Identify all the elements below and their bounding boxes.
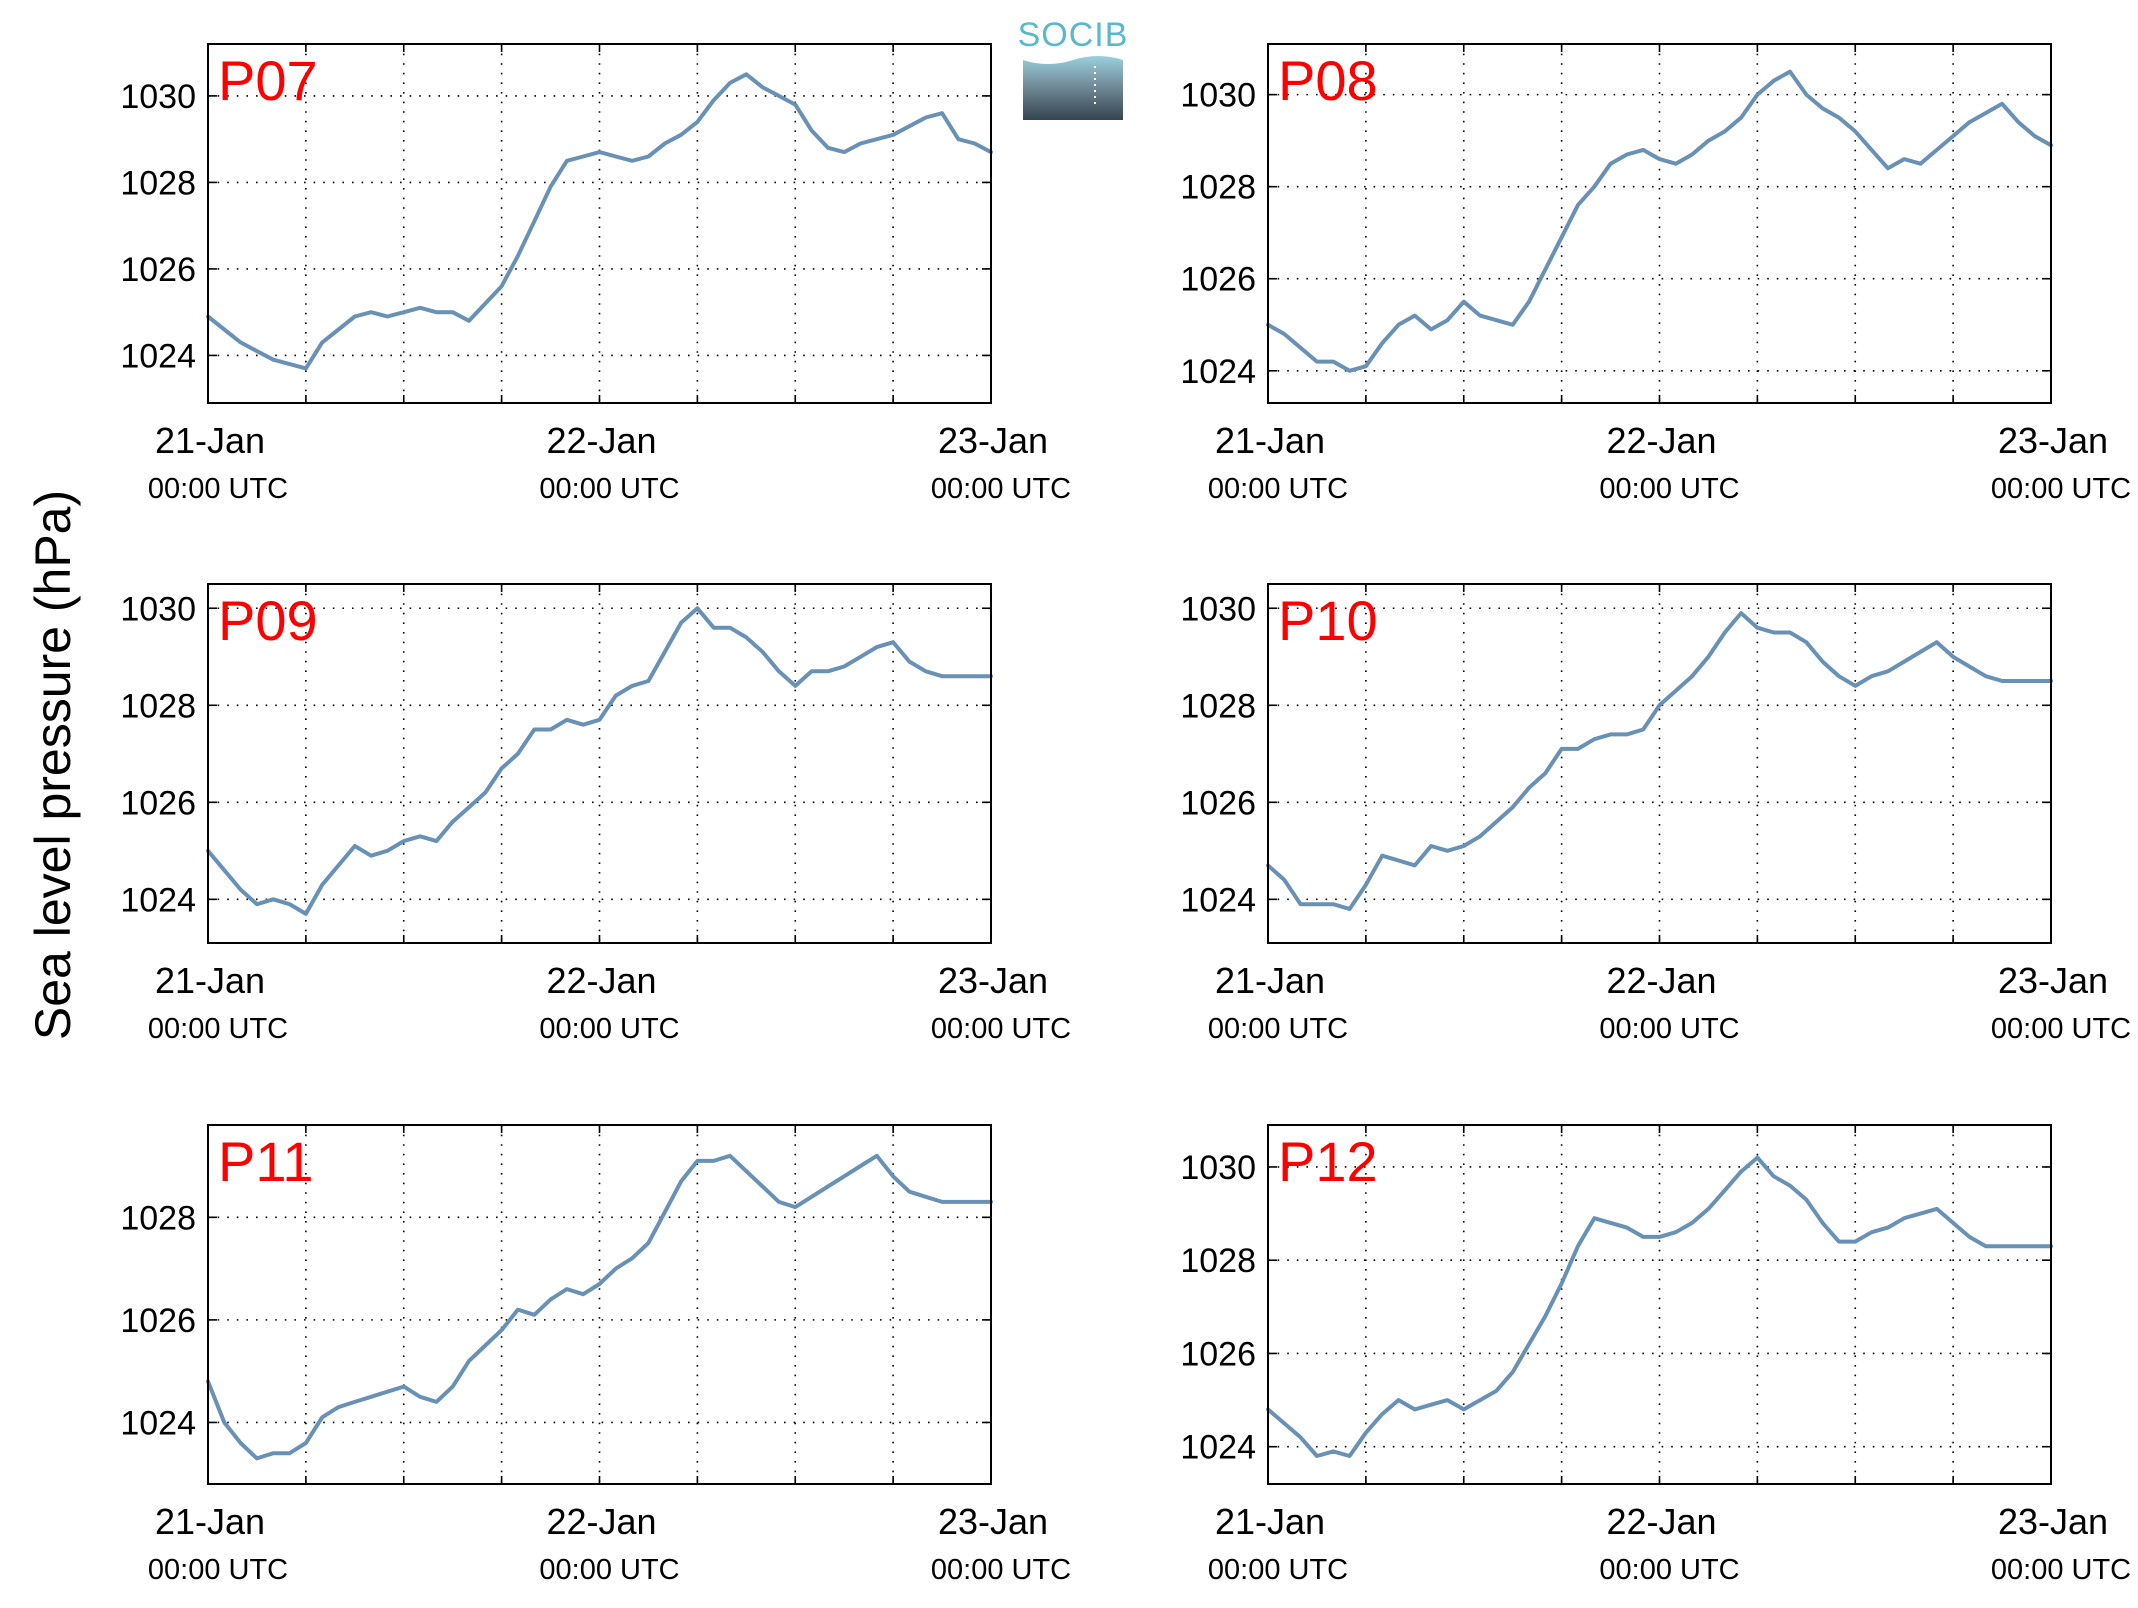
y-tick-label: 1024 [120, 337, 196, 375]
axes-frame [207, 43, 992, 404]
x-tick-date-label: 23-Jan [1998, 420, 2108, 461]
y-tick-label: 1024 [1180, 353, 1256, 391]
x-tick-date-label: 22-Jan [546, 1501, 656, 1542]
chart-panel-P10: 1024 1026 1028 1030 P10 21-Jan 00:00 UTC 22-Jan… [1180, 583, 2131, 1045]
x-tick-time-label: 00:00 UTC [148, 473, 288, 505]
x-tick-time-label: 00:00 UTC [539, 1554, 679, 1586]
x-tick-time-label: 00:00 UTC [148, 1013, 288, 1045]
x-tick-date-label: 22-Jan [1606, 1501, 1716, 1542]
x-tick-date-label: 22-Jan [1606, 960, 1716, 1001]
x-tick-time-label: 00:00 UTC [931, 1013, 1071, 1045]
axes-frame [207, 1124, 992, 1485]
panel-label: P11 [218, 1130, 313, 1193]
panel-label: P07 [218, 49, 318, 112]
series-line-P08 [1266, 69, 2053, 373]
x-tick-date-label: 21-Jan [1215, 960, 1325, 1001]
x-tick-date-label: 23-Jan [938, 960, 1048, 1001]
plot-area [1268, 44, 2051, 403]
socib-logo-text: SOCIB [1018, 16, 1129, 54]
plot-area [1268, 1125, 2051, 1484]
x-tick-time-label: 00:00 UTC [1991, 473, 2131, 505]
y-tick-label: 1028 [120, 164, 196, 202]
series-line-P11 [206, 1153, 993, 1461]
x-tick-date-label: 21-Jan [155, 960, 265, 1001]
x-tick-time-label: 00:00 UTC [931, 473, 1071, 505]
y-tick-label: 1028 [120, 1199, 196, 1237]
panel-label: P08 [1278, 49, 1378, 112]
socib-logo: SOCIB [1018, 16, 1129, 120]
panel-label: P09 [218, 589, 318, 652]
y-tick-label: 1028 [1180, 1242, 1256, 1280]
x-tick-time-label: 00:00 UTC [1208, 1013, 1348, 1045]
y-tick-label: 1024 [120, 881, 196, 919]
plot-area [208, 584, 991, 943]
x-tick-time-label: 00:00 UTC [148, 1554, 288, 1586]
plot-area [208, 44, 991, 403]
y-tick-label: 1024 [1180, 881, 1256, 919]
x-tick-time-label: 00:00 UTC [1599, 1554, 1739, 1586]
y-tick-label: 1026 [120, 251, 196, 289]
y-tick-label: 1026 [1180, 261, 1256, 299]
x-tick-date-label: 23-Jan [1998, 1501, 2108, 1542]
series-line-P09 [206, 606, 993, 916]
y-tick-label: 1026 [1180, 784, 1256, 822]
chart-panel-P07: 1024 1026 1028 1030 P07 21-Jan 00:00 UTC 22-Jan… [120, 43, 1071, 505]
y-tick-label: 1026 [120, 1302, 196, 1340]
x-tick-date-label: 21-Jan [1215, 1501, 1325, 1542]
series-line-P10 [1266, 611, 2053, 911]
chart-panel-P08: 1024 1026 1028 1030 P08 21-Jan 00:00 UTC 22-Jan… [1180, 43, 2131, 505]
plot-area [208, 1125, 991, 1484]
y-tick-label: 1028 [120, 687, 196, 725]
x-tick-time-label: 00:00 UTC [1599, 473, 1739, 505]
plot-area [1268, 584, 2051, 943]
axes-frame [207, 583, 992, 944]
logo-wave-block [1023, 56, 1123, 120]
x-tick-time-label: 00:00 UTC [539, 473, 679, 505]
x-tick-time-label: 00:00 UTC [1208, 473, 1348, 505]
x-tick-time-label: 00:00 UTC [1991, 1013, 2131, 1045]
axes-frame [1267, 1124, 2052, 1485]
panel-label: P12 [1278, 1130, 1378, 1193]
x-tick-date-label: 23-Jan [938, 1501, 1048, 1542]
x-tick-time-label: 00:00 UTC [931, 1554, 1071, 1586]
axes-frame [1267, 43, 2052, 404]
chart-panel-P09: 1024 1026 1028 1030 P09 21-Jan 00:00 UTC 22-Jan… [120, 583, 1071, 1045]
x-tick-date-label: 22-Jan [546, 960, 656, 1001]
x-tick-date-label: 22-Jan [1606, 420, 1716, 461]
x-tick-date-label: 21-Jan [155, 420, 265, 461]
chart-panel-P12: 1024 1026 1028 1030 P12 21-Jan 00:00 UTC 22-Jan… [1180, 1124, 2131, 1586]
y-tick-label: 1030 [120, 590, 196, 628]
y-axis-label: Sea level pressure (hPa) [25, 490, 81, 1040]
axes-frame [1267, 583, 2052, 944]
panel-label: P10 [1278, 589, 1378, 652]
y-tick-label: 1030 [1180, 77, 1256, 115]
y-tick-label: 1026 [1180, 1335, 1256, 1373]
x-tick-date-label: 23-Jan [938, 420, 1048, 461]
y-tick-label: 1030 [1180, 1149, 1256, 1187]
y-tick-label: 1030 [1180, 590, 1256, 628]
x-tick-time-label: 00:00 UTC [539, 1013, 679, 1045]
x-tick-date-label: 21-Jan [1215, 420, 1325, 461]
y-tick-label: 1030 [120, 78, 196, 116]
y-tick-label: 1024 [1180, 1429, 1256, 1467]
y-tick-label: 1028 [1180, 687, 1256, 725]
x-tick-date-label: 23-Jan [1998, 960, 2108, 1001]
x-tick-date-label: 22-Jan [546, 420, 656, 461]
x-tick-time-label: 00:00 UTC [1599, 1013, 1739, 1045]
y-tick-label: 1026 [120, 784, 196, 822]
series-line-P07 [206, 72, 993, 371]
series-line-P12 [1266, 1155, 2053, 1458]
x-tick-time-label: 00:00 UTC [1991, 1554, 2131, 1586]
x-tick-time-label: 00:00 UTC [1208, 1554, 1348, 1586]
chart-panel-P11: 1024 1026 1028 P11 21-Jan 00:00 UTC 22-Jan 00:0… [120, 1124, 1071, 1586]
x-tick-date-label: 21-Jan [155, 1501, 265, 1542]
y-tick-label: 1024 [120, 1404, 196, 1442]
y-tick-label: 1028 [1180, 169, 1256, 207]
